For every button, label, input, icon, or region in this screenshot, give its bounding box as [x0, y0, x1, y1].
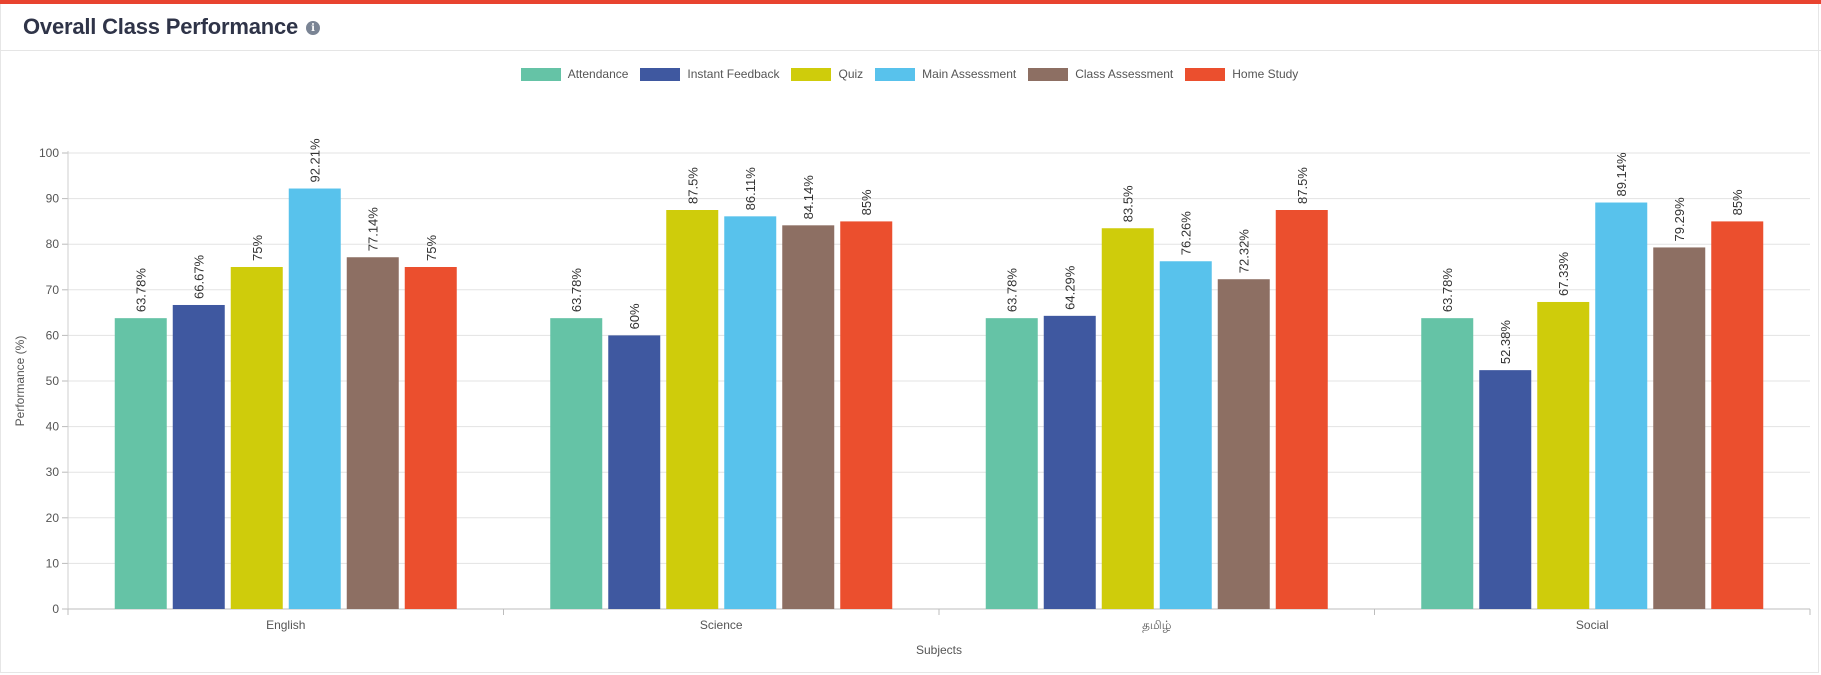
y-tick-label: 70 [46, 283, 60, 297]
data-label: 63.78% [569, 268, 584, 313]
legend-item-instant-feedback[interactable]: Instant Feedback [640, 67, 779, 81]
data-label: 89.14% [1614, 152, 1629, 197]
page-title: Overall Class Performance [23, 14, 299, 39]
data-label: 87.5% [1295, 167, 1310, 204]
bar-quiz-2 [666, 210, 719, 609]
bar-class-assessment-1 [346, 257, 399, 609]
bar-instant-feedback-3 [1043, 315, 1096, 609]
legend-label: Quiz [838, 67, 864, 81]
data-label: 63.78% [134, 268, 149, 313]
bar-attendance-4 [1421, 318, 1474, 609]
x-tick-label: Social [1576, 618, 1609, 632]
y-tick-label: 10 [46, 556, 60, 570]
legend-label: Instant Feedback [687, 67, 780, 81]
legend-swatch [1028, 67, 1069, 81]
legend-swatch [875, 67, 916, 81]
card-frame [0, 4, 1819, 673]
top-accent-bar [0, 0, 1821, 4]
data-label: 63.78% [1005, 268, 1020, 313]
legend-label: Main Assessment [922, 67, 1017, 81]
y-tick-label: 40 [46, 420, 60, 434]
bar-main-assessment-4 [1595, 202, 1648, 609]
legend-swatch [520, 67, 561, 81]
y-tick-label: 60 [46, 328, 60, 342]
y-tick-label: 50 [46, 374, 60, 388]
y-tick-label: 80 [46, 237, 60, 251]
data-label: 85% [859, 189, 874, 215]
data-label: 66.67% [192, 254, 207, 299]
info-icon[interactable]: i [306, 21, 321, 35]
data-label: 75% [250, 235, 265, 261]
bar-home-study-3 [1275, 210, 1328, 609]
bar-attendance-1 [114, 318, 167, 609]
data-label: 63.78% [1440, 268, 1455, 313]
data-label: 72.32% [1237, 229, 1252, 274]
data-label: 52.38% [1498, 320, 1513, 365]
x-tick-label: தமிழ் [1142, 618, 1171, 632]
legend-swatch [1185, 67, 1226, 81]
data-label: 67.33% [1556, 251, 1571, 296]
legend-label: Class Assessment [1075, 67, 1174, 81]
bar-quiz-1 [230, 267, 283, 609]
data-label: 92.21% [308, 138, 323, 183]
data-label: 60% [627, 303, 642, 329]
x-tick-label: Science [700, 618, 743, 632]
bar-main-assessment-2 [724, 216, 777, 610]
bar-instant-feedback-4 [1479, 370, 1532, 609]
bar-main-assessment-1 [288, 188, 341, 609]
legend-label: Home Study [1232, 67, 1299, 81]
legend-swatch [640, 67, 681, 81]
bar-home-study-2 [840, 221, 893, 609]
bar-class-assessment-2 [782, 225, 835, 609]
legend-item-attendance[interactable]: Attendance [520, 67, 629, 81]
y-tick-label: 90 [46, 192, 60, 206]
bar-attendance-2 [550, 318, 603, 609]
data-label: 85% [1730, 189, 1745, 215]
x-tick-label: English [266, 618, 305, 632]
legend-label: Attendance [567, 67, 629, 81]
y-tick-label: 0 [52, 602, 59, 616]
data-label: 75% [424, 235, 439, 261]
bar-attendance-3 [985, 318, 1038, 609]
data-label: 86.11% [743, 167, 758, 211]
legend-item-class-assessment[interactable]: Class Assessment [1028, 67, 1173, 81]
x-axis-title: Subjects [916, 643, 962, 657]
chart-legend: Attendance Instant Feedback Quiz Main Asses… [0, 67, 1821, 81]
bar-instant-feedback-2 [608, 335, 661, 609]
bar-class-assessment-3 [1217, 279, 1270, 609]
data-label: 77.14% [366, 207, 381, 252]
legend-item-home-study[interactable]: Home Study [1185, 67, 1298, 81]
data-label: 83.5% [1121, 185, 1136, 222]
bar-quiz-4 [1537, 301, 1590, 609]
y-tick-label: 100 [39, 146, 59, 160]
bar-main-assessment-3 [1159, 261, 1212, 609]
legend-item-quiz[interactable]: Quiz [791, 67, 863, 81]
y-tick-label: 30 [46, 465, 60, 479]
bar-quiz-3 [1101, 228, 1154, 610]
bar-class-assessment-4 [1653, 247, 1706, 609]
bar-instant-feedback-1 [172, 304, 225, 609]
data-label: 87.5% [685, 167, 700, 204]
bar-home-study-1 [404, 267, 457, 609]
card-header: Overall Class Performance i [0, 4, 1821, 51]
data-label: 76.26% [1179, 211, 1194, 256]
y-tick-label: 20 [46, 511, 60, 525]
data-label: 84.14% [801, 175, 816, 220]
y-axis-title: Performance (%) [13, 336, 27, 427]
legend-item-main-assessment[interactable]: Main Assessment [875, 67, 1016, 81]
data-label: 79.29% [1672, 197, 1687, 242]
legend-swatch [791, 67, 832, 81]
bar-home-study-4 [1711, 221, 1764, 609]
data-label: 64.29% [1063, 265, 1078, 310]
